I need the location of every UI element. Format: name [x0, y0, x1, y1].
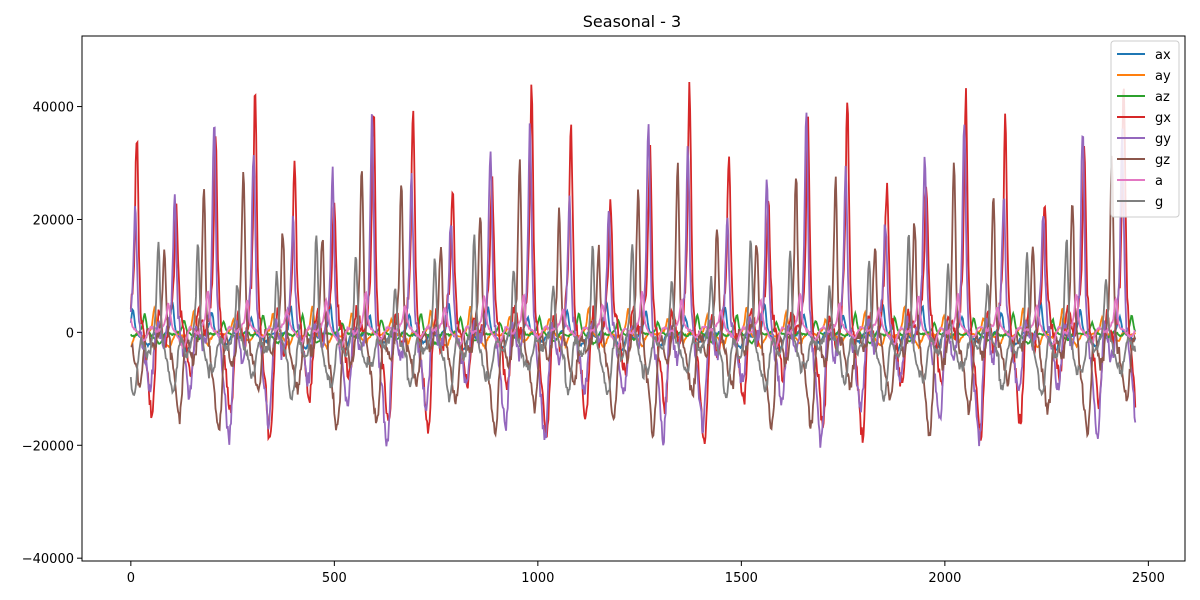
- y-tick-label: 40000: [33, 101, 74, 116]
- x-tick-label: 1500: [725, 571, 758, 586]
- legend-label-ax: ax: [1155, 48, 1171, 63]
- legend-label-gy: gy: [1155, 132, 1171, 147]
- x-tick-label: 0: [127, 571, 135, 586]
- y-tick-label: 0: [66, 326, 74, 341]
- legend-label-gz: gz: [1155, 153, 1170, 168]
- series-line-g: [129, 234, 1137, 403]
- series-layer: [129, 81, 1137, 448]
- legend-box: [1110, 40, 1180, 218]
- y-tick-label: 20000: [33, 213, 74, 228]
- series-line-gz: [130, 155, 1137, 439]
- x-tick-label: 2000: [928, 571, 961, 586]
- legend-label-g: g: [1155, 195, 1163, 210]
- legend-label-a: a: [1155, 174, 1163, 189]
- legend-label-gx: gx: [1155, 111, 1171, 126]
- legend-label-ay: ay: [1155, 69, 1171, 84]
- legend: ax ay az gx gy gz ag: [1110, 40, 1180, 218]
- x-tick-label: 2500: [1132, 571, 1165, 586]
- legend-label-az: az: [1155, 90, 1170, 105]
- chart-title: Seasonal - 3: [583, 12, 681, 31]
- x-tick-label: 1000: [521, 571, 554, 586]
- plot-frame: [81, 35, 1186, 562]
- x-tick-label: 500: [322, 571, 347, 586]
- axes-layer: 0 500 1000 1500 2000 2500 −40000 −20000 0 20000 40…: [22, 101, 1165, 586]
- y-tick-label: −40000: [22, 552, 74, 567]
- series-line-gx: [129, 81, 1137, 445]
- y-tick-label: −20000: [22, 439, 74, 454]
